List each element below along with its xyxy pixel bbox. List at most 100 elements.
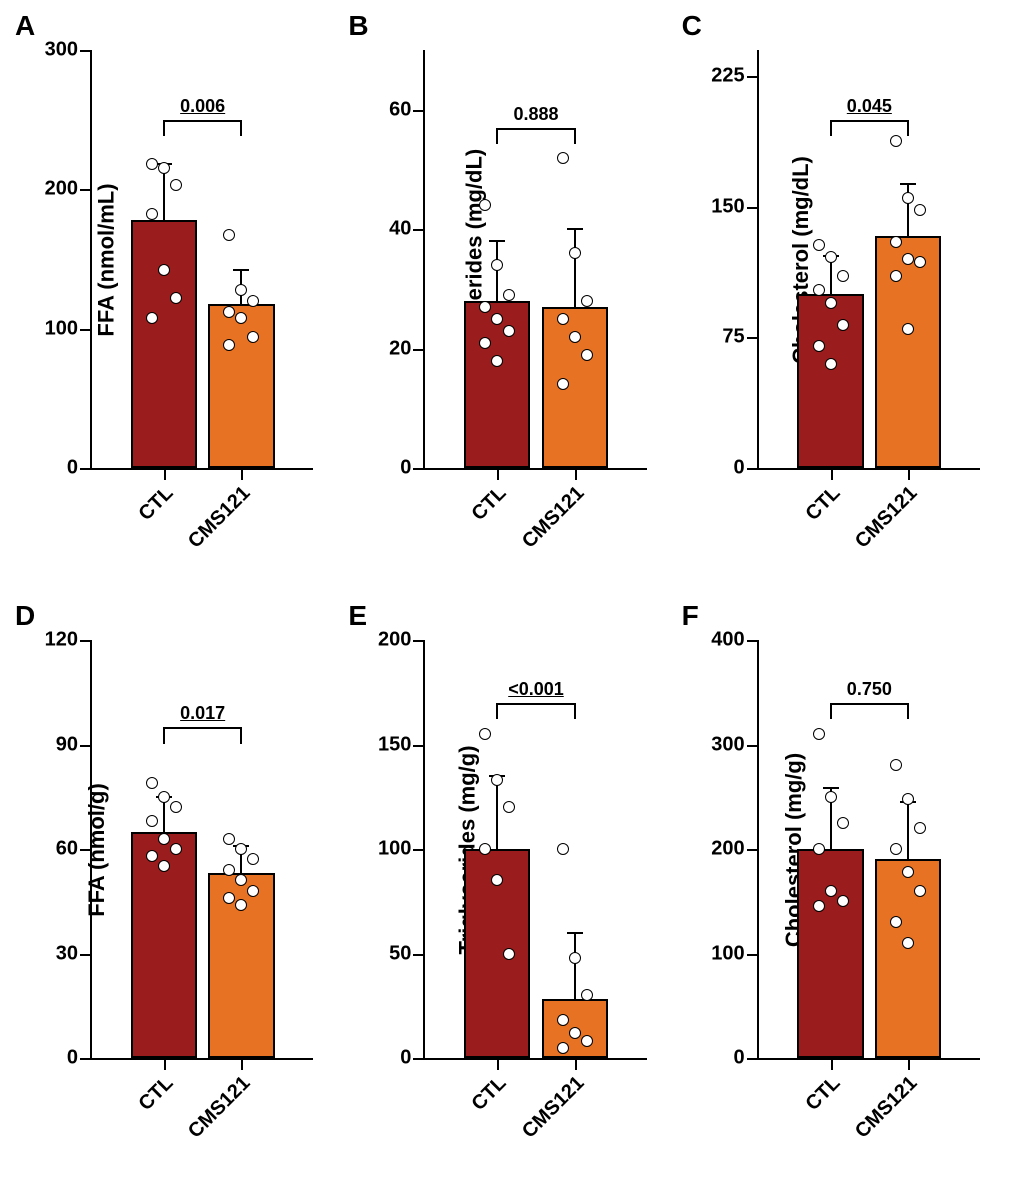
y-tick-label: 400 <box>711 629 744 652</box>
data-point <box>890 135 902 147</box>
chart-area: Cholesterol (mg/g)0100200300400CTLCMS121… <box>757 640 980 1060</box>
x-tick <box>164 1058 166 1070</box>
y-tick <box>80 640 92 642</box>
x-tick <box>908 468 910 480</box>
panel-letter: E <box>348 600 367 632</box>
stat-bracket-leg <box>240 727 242 744</box>
y-tick-label: 150 <box>378 733 411 756</box>
stat-bracket <box>831 120 908 122</box>
y-tick <box>413 1058 425 1060</box>
x-tick-label: CTL <box>801 1072 845 1116</box>
chart-area: Triglycerides (mg/dL)0204060CTLCMS1210.8… <box>423 50 646 470</box>
plot: 0100200300400CTLCMS1210.750 <box>757 640 980 1060</box>
x-tick-label: CTL <box>134 1072 178 1116</box>
plot: 075150225CTLCMS1210.045 <box>757 50 980 470</box>
y-tick <box>747 1058 759 1060</box>
chart-area: FFA (nmol/g)0306090120CTLCMS1210.017 <box>90 640 313 1060</box>
data-point <box>837 319 849 331</box>
stat-bracket-leg <box>163 727 165 744</box>
data-point <box>890 843 902 855</box>
plot: 0204060CTLCMS1210.888 <box>423 50 646 470</box>
x-tick-label: CTL <box>134 482 178 526</box>
data-point <box>813 843 825 855</box>
data-point <box>825 885 837 897</box>
stat-bracket <box>831 703 908 705</box>
x-tick <box>575 1058 577 1070</box>
bar-ctl <box>797 294 863 468</box>
y-tick <box>413 849 425 851</box>
y-tick <box>413 229 425 231</box>
data-point <box>223 306 235 318</box>
data-point <box>235 312 247 324</box>
data-point <box>557 313 569 325</box>
y-tick-label: 0 <box>734 1047 745 1070</box>
panel-a: AFFA (nmol/mL)0100200300CTLCMS1210.006 <box>20 20 333 570</box>
data-point <box>223 229 235 241</box>
y-tick <box>413 110 425 112</box>
data-point <box>902 866 914 878</box>
data-point <box>902 253 914 265</box>
y-tick <box>747 207 759 209</box>
data-point <box>890 270 902 282</box>
y-tick <box>747 849 759 851</box>
data-point <box>557 152 569 164</box>
y-tick <box>747 337 759 339</box>
bar-cms121 <box>208 304 274 468</box>
bar-cms121 <box>875 859 941 1058</box>
data-point <box>813 900 825 912</box>
error-cap <box>567 228 583 230</box>
data-point <box>491 774 503 786</box>
x-tick-label: CMS121 <box>184 1072 255 1143</box>
data-point <box>491 355 503 367</box>
x-tick-label: CMS121 <box>851 482 922 553</box>
data-point <box>569 952 581 964</box>
panel-letter: D <box>15 600 35 632</box>
p-value-label: 0.017 <box>180 703 225 724</box>
y-tick <box>80 50 92 52</box>
data-point <box>569 331 581 343</box>
y-tick <box>413 349 425 351</box>
stat-bracket <box>164 727 241 729</box>
y-tick-label: 75 <box>722 326 744 349</box>
error-bar <box>574 933 576 1000</box>
error-bar <box>907 802 909 859</box>
data-point <box>158 791 170 803</box>
data-point <box>146 158 158 170</box>
y-tick-label: 50 <box>389 942 411 965</box>
data-point <box>890 916 902 928</box>
data-point <box>479 843 491 855</box>
y-tick <box>80 468 92 470</box>
data-point <box>235 284 247 296</box>
stat-bracket-leg <box>496 128 498 145</box>
y-tick-label: 60 <box>56 838 78 861</box>
chart-area: FFA (nmol/mL)0100200300CTLCMS1210.006 <box>90 50 313 470</box>
data-point <box>902 192 914 204</box>
x-tick-label: CTL <box>801 482 845 526</box>
p-value-label: <0.001 <box>508 679 564 700</box>
data-point <box>146 312 158 324</box>
x-tick-label: CMS121 <box>184 482 255 553</box>
x-tick-label: CTL <box>468 482 512 526</box>
error-bar <box>496 776 498 849</box>
data-point <box>235 899 247 911</box>
y-tick-label: 30 <box>56 942 78 965</box>
y-tick-label: 200 <box>378 629 411 652</box>
data-point <box>581 989 593 1001</box>
data-point <box>146 850 158 862</box>
y-tick-label: 300 <box>45 39 78 62</box>
y-tick-label: 100 <box>711 942 744 965</box>
x-tick-label: CTL <box>468 1072 512 1116</box>
data-point <box>503 801 515 813</box>
stat-bracket <box>497 128 574 130</box>
y-tick <box>80 189 92 191</box>
y-tick-label: 0 <box>67 1047 78 1070</box>
bar-ctl <box>797 849 863 1058</box>
data-point <box>158 860 170 872</box>
data-point <box>557 1014 569 1026</box>
y-tick-label: 90 <box>56 733 78 756</box>
panel-letter: B <box>348 10 368 42</box>
x-tick <box>497 1058 499 1070</box>
y-tick <box>80 1058 92 1060</box>
data-point <box>825 791 837 803</box>
stat-bracket-leg <box>574 128 576 145</box>
